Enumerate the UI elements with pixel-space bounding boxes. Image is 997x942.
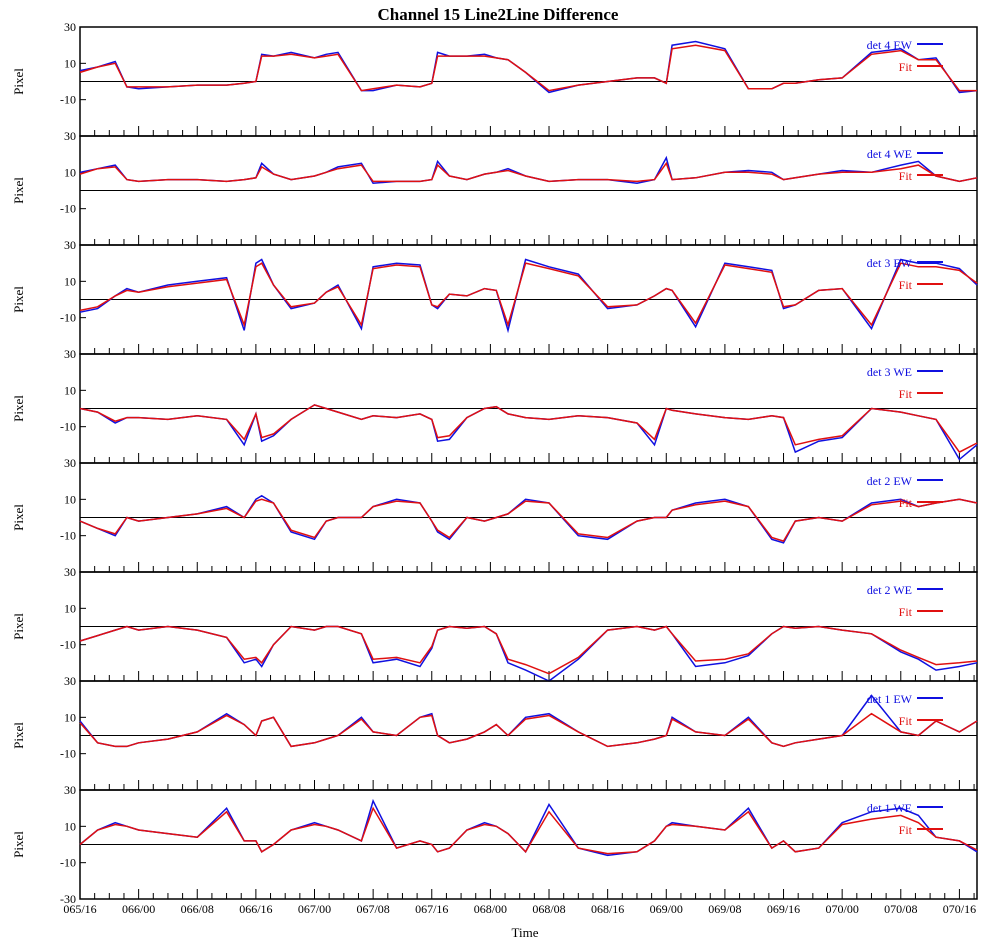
y-axis-label: Pixel bbox=[11, 504, 26, 531]
y-tick-label: 30 bbox=[64, 456, 76, 470]
fit-line bbox=[79, 404, 978, 454]
y-tick-label: 30 bbox=[64, 565, 76, 579]
y-tick-label: 10 bbox=[64, 601, 76, 615]
legend-label: det 4 EW bbox=[867, 38, 913, 52]
legend-label: det 4 WE bbox=[867, 147, 912, 161]
fit-line bbox=[79, 712, 978, 748]
y-tick-label: 30 bbox=[64, 129, 76, 143]
x-tick-label: 069/00 bbox=[650, 902, 683, 916]
x-tick-label: 070/16 bbox=[943, 902, 976, 916]
y-tick-label: 10 bbox=[64, 383, 76, 397]
y-tick-label: -10 bbox=[60, 311, 76, 325]
legend-label: det 3 WE bbox=[867, 365, 912, 379]
y-axis-label: Pixel bbox=[11, 177, 26, 204]
y-tick-label: 30 bbox=[64, 783, 76, 797]
legend-label: Fit bbox=[899, 387, 913, 401]
fit-line bbox=[79, 161, 978, 183]
y-axis-label: Pixel bbox=[11, 722, 26, 749]
x-tick-label: 066/08 bbox=[181, 902, 214, 916]
y-axis-label: Pixel bbox=[11, 613, 26, 640]
chart-title: Channel 15 Line2Line Difference bbox=[378, 5, 619, 24]
legend-label: Fit bbox=[899, 823, 913, 837]
legend-label: det 3 EW bbox=[867, 256, 913, 270]
fit-line bbox=[79, 262, 978, 328]
y-tick-label: 10 bbox=[64, 710, 76, 724]
x-tick-label: 067/00 bbox=[298, 902, 331, 916]
x-tick-label: 067/08 bbox=[356, 902, 389, 916]
y-tick-label: 30 bbox=[64, 238, 76, 252]
x-tick-label: 068/16 bbox=[591, 902, 624, 916]
panels-group: 30 10 -10 Pixel det 4 EW Fit 30 10 -10 Pixel det 4… bbox=[11, 20, 978, 916]
y-tick-label: 10 bbox=[64, 492, 76, 506]
legend-label: Fit bbox=[899, 60, 913, 74]
legend-label: Fit bbox=[899, 605, 913, 619]
y-tick-label: 30 bbox=[64, 674, 76, 688]
x-tick-label: 070/08 bbox=[884, 902, 917, 916]
y-tick-label: -10 bbox=[60, 529, 76, 543]
x-tick-label: 069/16 bbox=[767, 902, 800, 916]
legend-label: det 1 WE bbox=[867, 801, 912, 815]
fit-line bbox=[79, 44, 977, 92]
data-line bbox=[79, 404, 978, 461]
y-tick-label: 10 bbox=[64, 56, 76, 70]
data-line bbox=[79, 155, 978, 184]
legend-label: Fit bbox=[899, 714, 913, 728]
y-tick-label: 30 bbox=[64, 20, 76, 34]
x-tick-label: 066/00 bbox=[122, 902, 155, 916]
fit-line bbox=[79, 498, 978, 542]
legend-label: Fit bbox=[899, 278, 913, 292]
x-axis-label: Time bbox=[512, 925, 539, 940]
x-tick-label: 070/00 bbox=[825, 902, 858, 916]
y-tick-label: 10 bbox=[64, 819, 76, 833]
y-tick-label: -10 bbox=[60, 93, 76, 107]
x-tick-label: 068/08 bbox=[532, 902, 565, 916]
x-tick-label: 067/16 bbox=[415, 902, 448, 916]
y-tick-label: 10 bbox=[64, 165, 76, 179]
y-tick-label: -30 bbox=[60, 892, 76, 906]
y-axis-label: Pixel bbox=[11, 68, 26, 95]
legend-label: det 2 WE bbox=[867, 583, 912, 597]
data-line bbox=[79, 258, 978, 334]
y-tick-label: -10 bbox=[60, 856, 76, 870]
legend-label: Fit bbox=[899, 496, 913, 510]
y-tick-label: -10 bbox=[60, 420, 76, 434]
y-axis-label: Pixel bbox=[11, 831, 26, 858]
x-tick-label: 068/00 bbox=[474, 902, 507, 916]
legend-label: det 2 EW bbox=[867, 474, 913, 488]
y-axis-label: Pixel bbox=[11, 395, 26, 422]
fit-line bbox=[79, 806, 978, 855]
data-line bbox=[79, 694, 978, 748]
x-tick-label: 066/16 bbox=[239, 902, 272, 916]
x-tick-label: 069/08 bbox=[708, 902, 741, 916]
y-axis-label: Pixel bbox=[11, 286, 26, 313]
y-tick-label: 10 bbox=[64, 274, 76, 288]
y-tick-label: -10 bbox=[60, 638, 76, 652]
y-tick-label: -10 bbox=[60, 202, 76, 216]
y-tick-label: 30 bbox=[64, 347, 76, 361]
data-line bbox=[79, 494, 978, 544]
x-tick-label: 065/16 bbox=[63, 902, 96, 916]
legend-label: Fit bbox=[899, 169, 913, 183]
fit-line bbox=[79, 625, 978, 675]
legend-label: det 1 EW bbox=[867, 692, 913, 706]
y-tick-label: -10 bbox=[60, 747, 76, 761]
